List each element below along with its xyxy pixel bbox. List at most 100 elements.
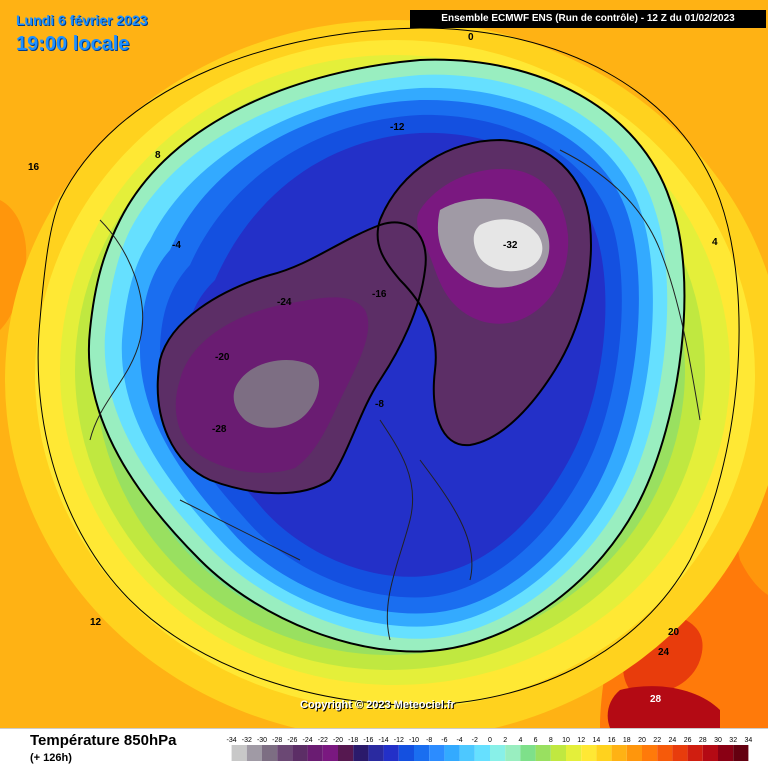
copyright-notice: Copyright © 2023 Meteociel.fr [300, 699, 455, 711]
scale-tick-label: 26 [684, 737, 692, 744]
scale-tick-label: 20 [638, 737, 646, 744]
scale-color-swatch [687, 745, 703, 761]
scale-color-swatch [383, 745, 399, 761]
scale-tick-label: 32 [729, 737, 737, 744]
temperature-color-scale: -34 -32 -30 -28 -26 -24 -22 -20 -18 -16 -14 -12 -10-… [227, 737, 753, 761]
scale-tick-label: -10 [409, 737, 419, 744]
forecast-local-time: 19:00 locale [16, 33, 130, 55]
scale-color-swatch [520, 745, 536, 761]
hot-region-west [0, 200, 27, 330]
label-0: 0 [468, 32, 474, 43]
label-minus16: -16 [372, 289, 387, 300]
siberia-extreme-core [473, 219, 543, 272]
scale-tick-label: 0 [488, 737, 492, 744]
scale-tick-label: 2 [503, 737, 507, 744]
scale-color-swatch [490, 745, 506, 761]
scale-color-swatch [474, 745, 490, 761]
map-footer: Température 850hPa (+ 126h) -34 -32 -30 -28… [0, 728, 768, 768]
scale-tick-label: -24 [303, 737, 313, 744]
scale-color-swatch [550, 745, 566, 761]
temperature-map: -12 -16 -20 -24 -28 -32 -8 -4 0 4 8 12 1… [0, 0, 768, 728]
scale-color-swatch [353, 745, 369, 761]
scale-tick-label: -26 [287, 737, 297, 744]
scale-tick-label: 28 [699, 737, 707, 744]
label-minus20: -20 [215, 352, 230, 363]
isotherm-minus20 [156, 221, 427, 495]
scale-tick-label: 22 [653, 737, 661, 744]
scale-tick-label: 8 [549, 737, 553, 744]
scale-color-swatch [398, 745, 414, 761]
north-america-deep-core [233, 360, 320, 428]
scale-tick-label: -20 [333, 737, 343, 744]
scale-color-swatch [596, 745, 612, 761]
label-24: 24 [658, 647, 670, 658]
scale-color-swatch [322, 745, 338, 761]
scale-tick-label: -34 [227, 737, 237, 744]
label-minus32: -32 [503, 240, 518, 251]
scale-color-swatch [642, 745, 658, 761]
scale-color-swatch [307, 745, 323, 761]
parameter-title: Température 850hPa [30, 732, 177, 749]
scale-color-swatch [292, 745, 308, 761]
scale-tick-label: -8 [426, 737, 432, 744]
label-minus24: -24 [277, 297, 292, 308]
scale-color-swatch [505, 745, 521, 761]
scale-tick-label: -4 [456, 737, 462, 744]
scale-color-swatch [414, 745, 430, 761]
label-minus4: -4 [172, 240, 181, 251]
scale-tick-label: 10 [562, 737, 570, 744]
scale-tick-label: 18 [623, 737, 631, 744]
isotherm-0 [87, 58, 686, 653]
scale-tick-label: -14 [379, 737, 389, 744]
scale-tick-label: 6 [534, 737, 538, 744]
scale-color-swatch [246, 745, 262, 761]
scale-tick-label: 16 [608, 737, 616, 744]
scale-color-swatch [429, 745, 445, 761]
label-4: 4 [712, 237, 718, 248]
forecast-lead-time: (+ 126h) [30, 752, 72, 764]
scale-tick-label: -28 [272, 737, 282, 744]
coastline-north-america [89, 219, 301, 561]
coastline-asia [559, 149, 701, 421]
coastline-europe [379, 419, 473, 641]
isotherm-minus20-east [376, 138, 592, 447]
label-28: 28 [650, 694, 662, 705]
scale-color-swatch [581, 745, 597, 761]
scale-tick-label: -12 [394, 737, 404, 744]
scale-color-swatch [566, 745, 582, 761]
scale-color-swatch [338, 745, 354, 761]
scale-tick-label: 4 [518, 737, 522, 744]
scale-tick-label: 34 [745, 737, 753, 744]
label-8: 8 [155, 150, 161, 161]
scale-color-swatch [277, 745, 293, 761]
scale-color-swatch [657, 745, 673, 761]
scale-color-swatch [262, 745, 278, 761]
scale-tick-label: -16 [363, 737, 373, 744]
label-minus28: -28 [212, 424, 227, 435]
scale-tick-label: -22 [318, 737, 328, 744]
scale-color-swatch [231, 745, 247, 761]
label-minus8: -8 [375, 399, 384, 410]
scale-tick-label: 24 [669, 737, 677, 744]
scale-tick-label: 30 [714, 737, 722, 744]
scale-tick-label: 12 [577, 737, 585, 744]
forecast-date: Lundi 6 février 2023 [16, 12, 148, 28]
scale-tick-label: -2 [472, 737, 478, 744]
model-run-banner: Ensemble ECMWF ENS (Run de contrôle) - 1… [410, 10, 766, 28]
scale-tick-label: 14 [593, 737, 601, 744]
isotherm-8 [37, 27, 740, 706]
scale-tick-label: -32 [242, 737, 252, 744]
scale-color-swatch [444, 745, 460, 761]
scale-color-swatch [733, 745, 749, 761]
scale-color-swatch [702, 745, 718, 761]
scale-tick-label: -30 [257, 737, 267, 744]
scale-tick-label: -6 [441, 737, 447, 744]
scale-color-swatch [611, 745, 627, 761]
scale-color-swatch [368, 745, 384, 761]
scale-color-swatch [718, 745, 734, 761]
label-minus12-top: -12 [390, 122, 405, 133]
scale-color-swatch [672, 745, 688, 761]
scale-tick-label: -18 [348, 737, 358, 744]
label-12: 12 [90, 617, 102, 628]
